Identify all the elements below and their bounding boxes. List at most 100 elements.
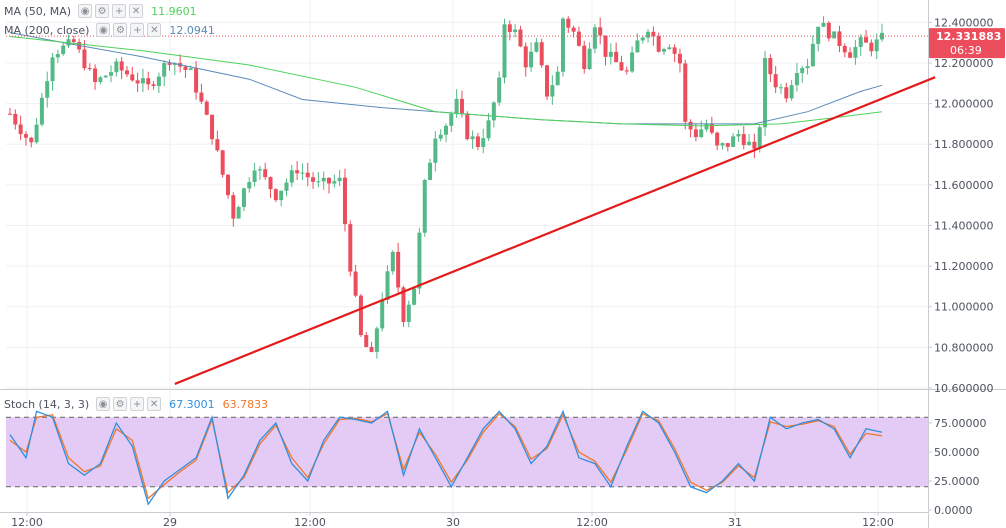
candle xyxy=(390,251,395,272)
candle xyxy=(342,177,347,225)
candle xyxy=(778,87,783,89)
candle xyxy=(454,98,459,114)
candle xyxy=(183,66,188,70)
candle xyxy=(837,31,842,46)
candle xyxy=(305,172,310,178)
candle xyxy=(348,224,353,272)
candle xyxy=(534,42,539,52)
ma200-line xyxy=(9,32,883,125)
candle xyxy=(401,287,406,322)
candle xyxy=(518,29,523,47)
candle xyxy=(337,177,342,182)
candle xyxy=(502,24,507,78)
candle xyxy=(640,37,645,41)
candle xyxy=(784,87,789,99)
candle xyxy=(741,134,746,146)
candle xyxy=(848,52,853,58)
candle xyxy=(459,98,464,114)
candle xyxy=(18,124,23,135)
candle xyxy=(82,49,87,69)
candle xyxy=(45,81,50,98)
candle xyxy=(374,328,379,352)
candle xyxy=(39,97,44,125)
eye-icon[interactable]: ◉ xyxy=(78,4,93,18)
candle xyxy=(816,26,821,44)
close-icon[interactable]: ✕ xyxy=(147,23,162,37)
candle xyxy=(545,65,550,97)
candle xyxy=(428,162,433,180)
time-tick-label: 12:00 xyxy=(576,516,608,528)
price-tick-label: 11.200000 xyxy=(934,260,994,273)
candle xyxy=(864,37,869,43)
candle xyxy=(794,73,799,86)
candle xyxy=(560,18,565,72)
candle xyxy=(13,113,18,125)
candle xyxy=(523,46,528,68)
candle xyxy=(316,181,321,183)
candle xyxy=(444,125,448,135)
candle xyxy=(71,39,76,43)
candle xyxy=(571,27,576,32)
candle xyxy=(470,136,475,140)
candle xyxy=(709,123,714,133)
candle xyxy=(289,170,294,183)
price-tick-label: 11.800000 xyxy=(934,138,994,151)
candle xyxy=(603,35,608,57)
candle xyxy=(252,170,257,182)
price-tag-value: 12.331883 xyxy=(936,30,1001,43)
candle xyxy=(773,74,778,88)
candle xyxy=(162,63,167,77)
gear-icon[interactable]: ⚙ xyxy=(113,23,128,37)
price-axis: 12.400000 12.200000 12.000000 11.800000 11.6… xyxy=(928,16,994,395)
candle xyxy=(50,57,55,82)
candle xyxy=(417,232,422,289)
candle xyxy=(130,74,135,81)
candle xyxy=(327,177,332,184)
candle xyxy=(874,39,879,52)
candle xyxy=(693,129,698,138)
candle xyxy=(257,169,262,171)
gear-icon[interactable]: ⚙ xyxy=(95,4,110,18)
candle xyxy=(23,134,28,138)
candle xyxy=(231,195,236,219)
price-tick-label: 10.800000 xyxy=(934,341,994,354)
candle xyxy=(114,61,119,73)
candle xyxy=(491,102,496,121)
candle xyxy=(683,63,688,122)
plus-icon[interactable]: + xyxy=(130,23,145,37)
stoch-k-line xyxy=(9,409,883,506)
candle xyxy=(156,76,161,87)
candle xyxy=(555,71,560,86)
close-icon[interactable]: ✕ xyxy=(129,4,144,18)
price-tick-label: 11.600000 xyxy=(934,179,994,192)
candle xyxy=(34,124,39,143)
stoch-tick-label: 50.0000 xyxy=(934,446,980,459)
stoch-k-value: 67.3001 xyxy=(169,397,215,411)
candle xyxy=(8,113,12,115)
candle xyxy=(321,177,326,182)
candle xyxy=(406,304,411,322)
ma200-legend-name: MA (200, close) xyxy=(4,23,90,37)
plus-icon[interactable]: + xyxy=(130,397,145,411)
plus-icon[interactable]: + xyxy=(112,4,127,18)
candle xyxy=(103,75,108,78)
candle xyxy=(438,134,443,139)
candle xyxy=(704,123,709,130)
candle xyxy=(353,271,358,296)
ma50-legend: MA (50, MA) ◉ ⚙ + ✕ 11.9601 xyxy=(4,4,197,18)
eye-icon[interactable]: ◉ xyxy=(96,397,111,411)
candle xyxy=(630,52,635,72)
candle xyxy=(433,138,438,163)
gear-icon[interactable]: ⚙ xyxy=(113,397,128,411)
candle xyxy=(475,136,480,147)
price-tick-label: 12.000000 xyxy=(934,98,994,111)
ma200-legend-value: 12.0941 xyxy=(169,23,215,37)
candle xyxy=(188,68,193,70)
candle xyxy=(55,54,60,58)
candle xyxy=(226,174,230,196)
stoch-d-value: 63.7833 xyxy=(222,397,269,411)
eye-icon[interactable]: ◉ xyxy=(96,23,111,37)
stoch-tick-label: 75.00000 xyxy=(934,417,987,430)
close-icon[interactable]: ✕ xyxy=(147,397,162,411)
